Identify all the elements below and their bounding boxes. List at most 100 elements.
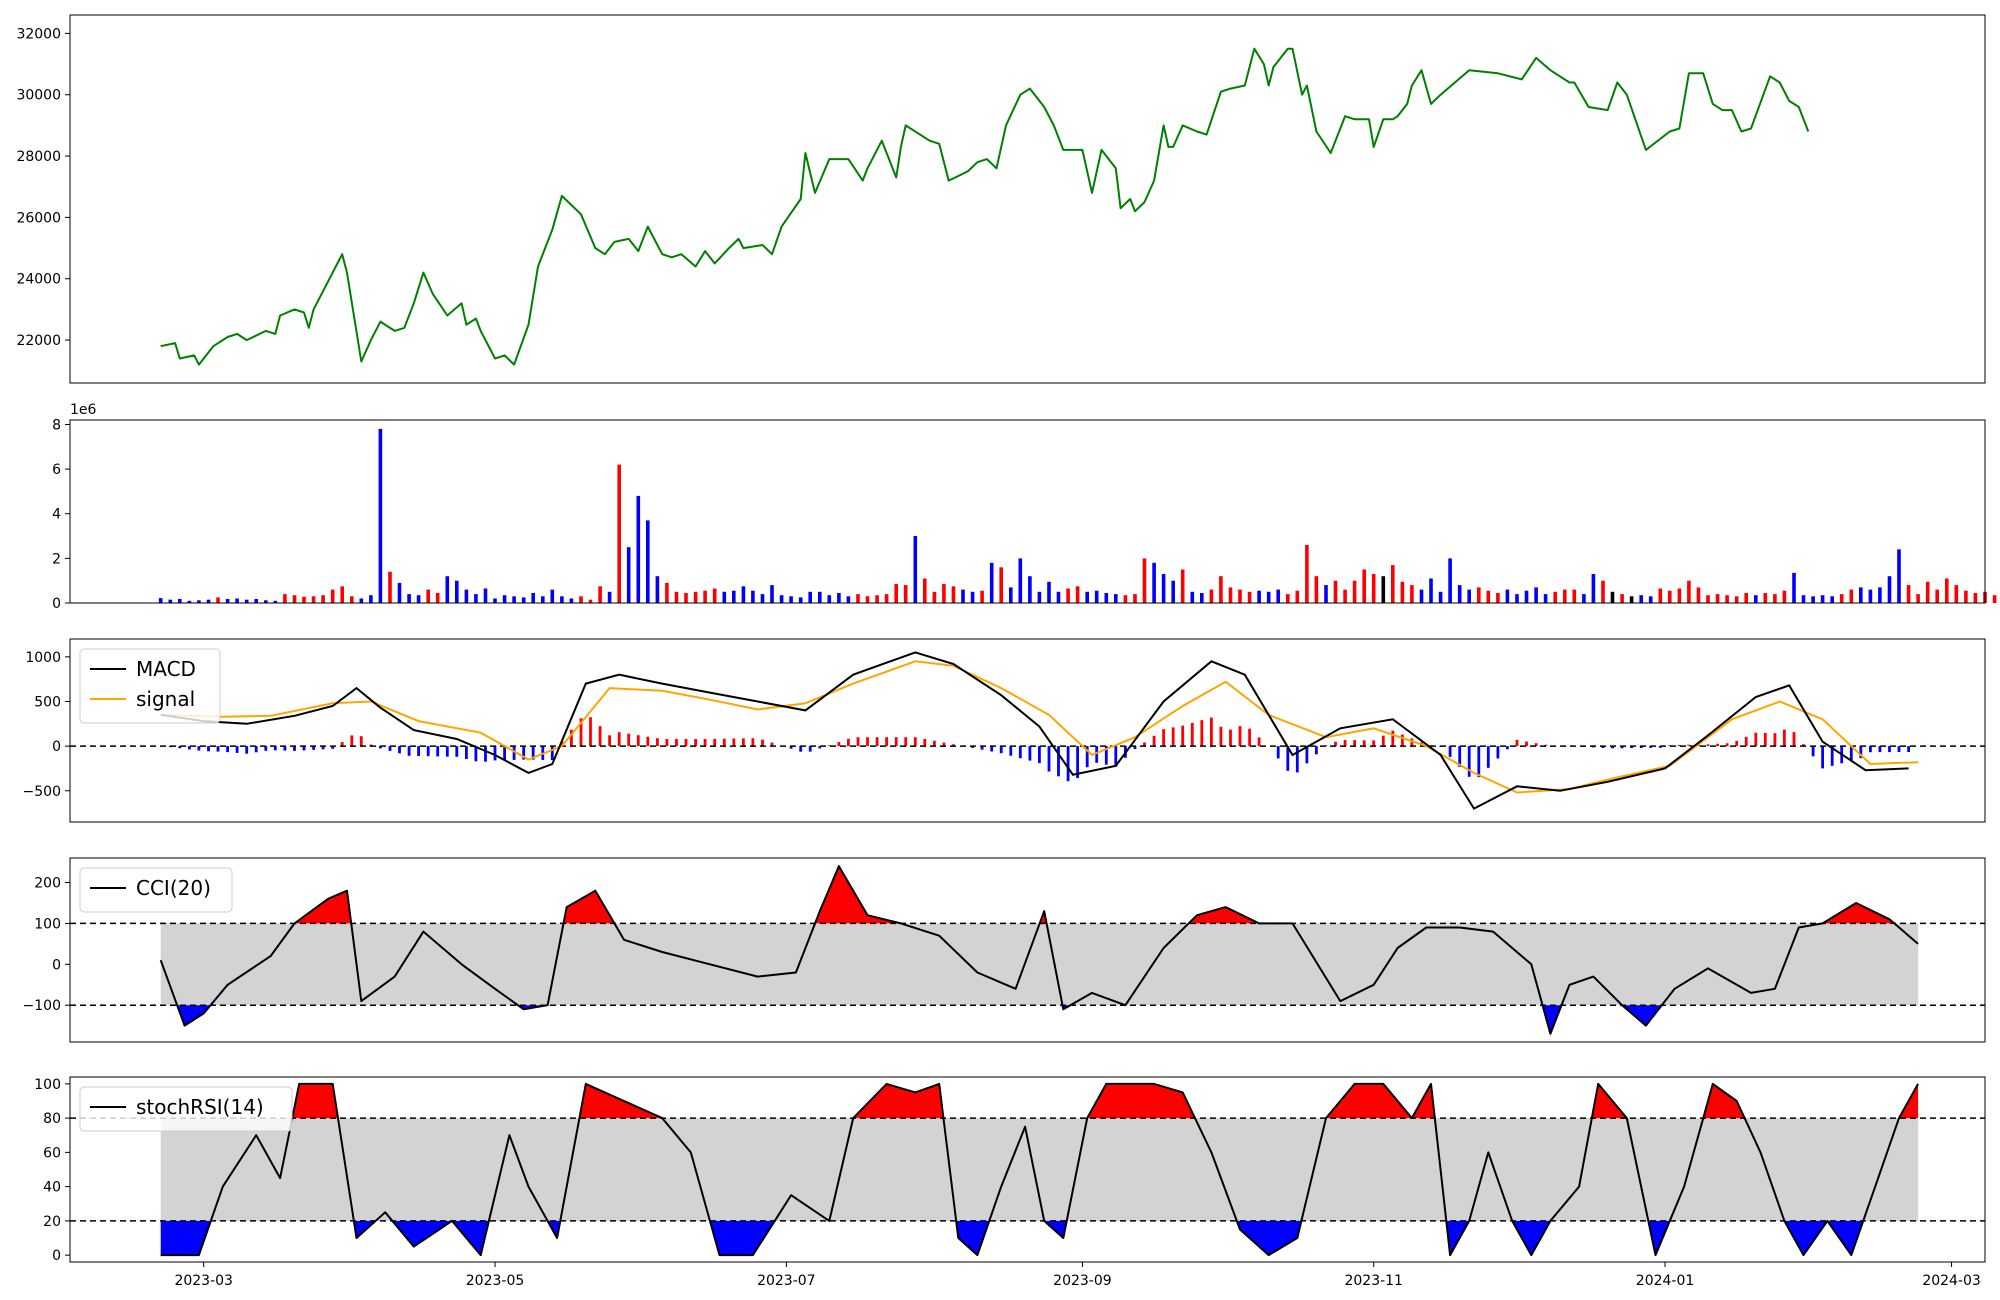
volume-bar [1161,574,1166,603]
macd-histogram-bar [799,746,803,752]
macd-histogram-bar [1783,729,1786,747]
volume-bar [216,597,220,603]
volume-bar [168,599,173,603]
macd-histogram-bar [1009,746,1013,756]
volume-bar [636,495,641,603]
volume-bar [1687,580,1691,603]
volume-bar [789,596,793,603]
volume-bar [923,578,927,603]
volume-bar [1362,569,1366,603]
volume-bar [512,596,516,603]
volume-bar [588,599,593,603]
stochrsi-oversold-fill [1784,1220,1828,1256]
volume-bar [1782,590,1787,603]
macd-histogram-bar [178,746,182,749]
volume-bar [1849,589,1854,603]
macd-legend-label: signal [136,687,195,711]
volume-bar [187,600,192,603]
macd-line [160,651,1909,810]
macd-histogram-bar [1716,743,1719,747]
volume-bar [1792,572,1796,603]
volume-bar [1352,580,1357,603]
stochrsi-overbought-fill [1087,1083,1195,1119]
stochrsi-panel: 0 20 40 60 80 100 stochRSI(14) 2023-03 2023-05 20… [34,1076,1986,1289]
macd-histogram-bar [1114,746,1118,767]
macd-histogram-bar [885,737,888,747]
macd-histogram-bar [388,746,392,751]
volume-bar [244,599,249,603]
macd-histogram-bar [531,746,535,760]
macd-histogram-bar [1878,746,1882,753]
volume-bar [1200,593,1204,603]
volume-bar [1706,595,1710,603]
macd-histogram-bar [1763,733,1767,747]
volume-bar [1744,593,1748,603]
cci-band-fill [160,923,1919,1006]
volume-bar [884,594,889,603]
volume-bar [1916,594,1920,603]
volume-bar [1056,591,1061,603]
volume-bar [1763,593,1768,603]
macd-histogram-bar [598,726,602,747]
volume-bar [1391,565,1395,603]
macd-histogram-bar [1620,746,1624,749]
volume-bar [1887,576,1892,603]
macd-histogram-bar [589,717,592,747]
volume-bar [302,596,306,603]
price-ytick-label: 26000 [16,210,61,226]
volume-scale-label: 1e6 [70,402,97,418]
volume-panel: 0 2 4 6 8 1e6 [52,402,1997,612]
macd-histogram-bar [1104,746,1108,765]
macd-histogram-bar [1725,743,1729,747]
volume-ytick-label: 4 [52,507,61,523]
stochrsi-oversold-fill [1236,1220,1302,1256]
volume-bar [1820,595,1825,603]
volume-bar [1906,585,1911,603]
macd-histogram-bar [1133,746,1137,749]
macd-histogram-bar [1257,737,1261,747]
macd-histogram-bar [1334,741,1337,747]
cci-overbought-fill [1188,907,1260,924]
volume-bar [989,562,994,603]
volume-bar [1219,576,1223,603]
macd-histogram-bar [923,739,927,747]
volume-bar [541,596,545,603]
volume-bar [1610,591,1615,603]
macd-histogram-bar [1219,726,1223,747]
volume-bar [1658,588,1663,603]
volume-bar [1066,588,1070,603]
macd-histogram-bar [445,746,449,757]
volume-bar [1028,576,1032,603]
volume-bar [693,591,698,603]
macd-histogram-bar [484,746,487,762]
volume-bar [1935,589,1939,603]
cci-ytick-label: 100 [34,916,61,932]
volume-bar [1925,581,1930,603]
price-panel: 22000 24000 26000 28000 30000 32000 [16,14,1986,384]
macd-histogram-bar [866,737,869,747]
volume-bar [502,595,507,603]
volume-bar [1276,589,1280,603]
volume-bar [1009,587,1013,603]
macd-histogram-bar [465,746,468,759]
macd-histogram-bar [1735,740,1739,747]
macd-histogram-bar [1391,730,1395,747]
cci-oversold-fill [177,1005,211,1026]
volume-bar [1410,585,1414,603]
macd-histogram-bar [1477,746,1481,778]
volume-bar [359,598,364,603]
macd-histogram-bar [493,746,497,761]
volume-bar [1448,558,1452,603]
stochrsi-oversold-fill [1648,1220,1670,1256]
macd-histogram-bar [980,746,984,750]
macd-histogram-bar [703,739,707,747]
stochrsi-ytick-label: 20 [43,1214,61,1230]
volume-bar [1257,590,1261,603]
macd-histogram-bar [1515,739,1519,747]
signal-line [160,660,1919,794]
price-frame [69,14,1986,384]
volume-bar [1801,595,1806,603]
macd-histogram-bar [665,739,669,747]
macd-histogram-bar [1381,735,1385,747]
